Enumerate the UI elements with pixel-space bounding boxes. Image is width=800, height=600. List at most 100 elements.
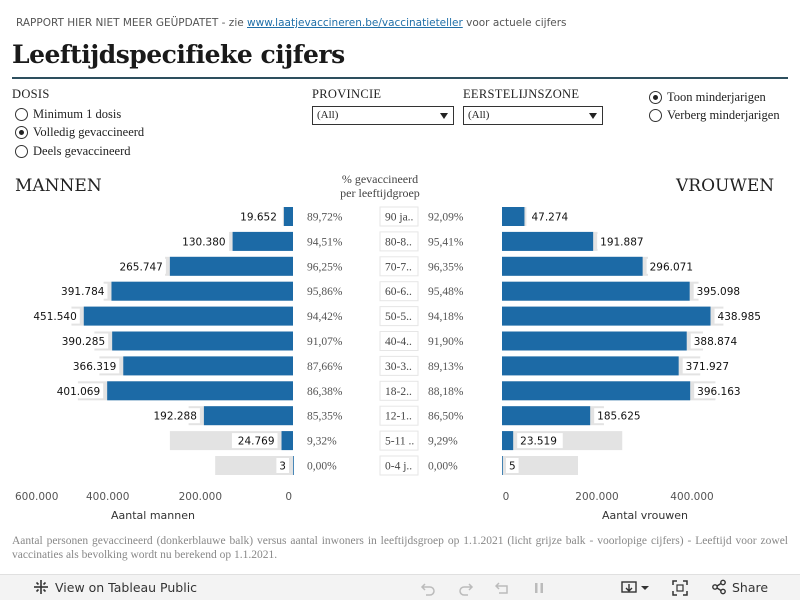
female-pct-label: 88,18% xyxy=(428,386,464,398)
minderjarigen-option-label: Toon minderjarigen xyxy=(667,90,766,104)
female-value-label: 395.098 xyxy=(697,286,740,298)
male-value-label: 3 xyxy=(279,461,286,473)
female-vaccinated-bar xyxy=(502,431,514,451)
age-group-cell xyxy=(379,455,419,476)
report-notice-prefix: RAPPORT HIER NIET MEER GEÜPDATET - zie xyxy=(16,17,248,29)
female-vaccinated-bar xyxy=(502,256,643,276)
female-value-label-bg xyxy=(646,258,699,274)
report-notice-suffix: voor actuele cijfers xyxy=(462,17,567,29)
male-vaccinated-bar xyxy=(203,406,293,426)
age-group-label: 50-5.. xyxy=(385,311,412,323)
age-group-label: 0-4 j.. xyxy=(385,461,412,473)
male-pct-label: 87,66% xyxy=(307,361,343,373)
female-value-label: 47.274 xyxy=(531,212,568,224)
male-vaccinated-bar xyxy=(169,256,293,276)
share-icon xyxy=(712,579,726,595)
female-axis-tick-label: 0 xyxy=(503,491,510,503)
male-pct-label: 89,72% xyxy=(307,212,343,224)
dosis-filter-label: DOSIS xyxy=(12,87,50,101)
minderjarigen-option-toon[interactable]: Toon minderjarigen xyxy=(649,90,766,105)
age-group-label: 18-2.. xyxy=(385,386,412,398)
eerstelijnszone-filter-label: EERSTELIJNSZONE xyxy=(463,87,580,101)
dosis-option-volledig[interactable]: Volledig gevaccineerd xyxy=(15,125,144,140)
male-pct-label: 86,38% xyxy=(307,386,343,398)
age-group-cell xyxy=(379,430,419,451)
male-value-label-bg xyxy=(27,308,80,324)
dosis-option-label: Minimum 1 dosis xyxy=(33,107,122,121)
dosis-option-label: Deels gevaccineerd xyxy=(33,144,131,158)
male-pct-label: 94,42% xyxy=(307,311,343,323)
female-pct-label: 96,35% xyxy=(428,261,464,273)
male-pct-label: 85,35% xyxy=(307,411,343,423)
download-icon[interactable] xyxy=(621,580,651,596)
female-value-label: 185.625 xyxy=(597,411,640,423)
age-group-cell xyxy=(379,331,419,351)
female-value-label: 371.927 xyxy=(686,361,729,373)
age-group-label: 30-3.. xyxy=(385,361,412,373)
chart-footnote: Aantal personen gevaccineerd (donkerblau… xyxy=(12,535,788,561)
tableau-logo-icon xyxy=(34,580,48,594)
male-value-label-bg xyxy=(231,433,278,449)
female-value-label-bg xyxy=(693,283,746,299)
female-axis-tick-label: 200.000 xyxy=(575,491,618,503)
undo-icon[interactable] xyxy=(420,580,436,596)
male-pct-label: 9,32% xyxy=(307,436,337,448)
female-vaccinated-bar xyxy=(502,381,691,401)
redo-icon[interactable] xyxy=(458,580,474,596)
dosis-option-deels[interactable]: Deels gevaccineerd xyxy=(15,144,131,159)
male-value-label: 390.285 xyxy=(62,336,105,348)
male-pct-label: 96,25% xyxy=(307,261,343,273)
female-value-label: 388.874 xyxy=(694,336,738,348)
female-pct-label: 89,13% xyxy=(428,361,464,373)
view-on-tableau-label: View on Tableau Public xyxy=(55,580,198,595)
female-pct-label: 92,09% xyxy=(428,212,464,224)
eerstelijnszone-value: (All) xyxy=(468,109,490,121)
title-divider xyxy=(12,77,788,79)
view-on-tableau-button[interactable]: View on Tableau Public xyxy=(33,579,197,595)
female-value-label: 396.163 xyxy=(697,386,740,398)
vaccinatieteller-link[interactable]: www.laatjevaccineren.be/vaccinatieteller xyxy=(247,17,463,29)
pause-icon[interactable] xyxy=(531,580,547,596)
male-pct-label: 91,07% xyxy=(307,336,343,348)
chevron-down-icon xyxy=(589,113,597,119)
female-value-label: 296.071 xyxy=(650,261,693,273)
female-vaccinated-bar xyxy=(502,207,525,226)
female-pct-label: 9,29% xyxy=(428,436,458,448)
vrouwen-title: VROUWEN xyxy=(676,176,775,196)
female-population-bar xyxy=(502,456,578,475)
male-value-label: 19.652 xyxy=(240,212,277,224)
male-value-label: 401.069 xyxy=(57,386,100,398)
male-value-label: 265.747 xyxy=(119,261,162,273)
provincie-filter-label: PROVINCIE xyxy=(312,87,382,101)
radio-icon xyxy=(649,109,662,122)
female-value-label-bg xyxy=(528,209,575,224)
female-value-label: 438.985 xyxy=(718,311,761,323)
female-vaccinated-bar xyxy=(502,231,594,251)
female-value-label-bg xyxy=(690,333,743,349)
female-vaccinated-bar xyxy=(502,356,679,376)
male-value-label: 451.540 xyxy=(33,311,76,323)
center-column-title: % gevaccineerd per leeftijdgroep xyxy=(300,172,460,200)
eerstelijnszone-dropdown[interactable]: (All) xyxy=(463,106,603,125)
male-population-bar xyxy=(215,456,293,475)
age-group-cell xyxy=(379,206,419,227)
female-value-label-bg xyxy=(682,358,735,374)
fullscreen-icon[interactable] xyxy=(672,580,688,596)
age-group-label: 80-8.. xyxy=(385,236,412,248)
radio-selected-icon xyxy=(15,126,28,139)
provincie-dropdown[interactable]: (All) xyxy=(312,106,454,125)
female-value-label-bg xyxy=(506,458,519,473)
female-value-label: 5 xyxy=(509,461,516,473)
male-value-label-bg xyxy=(147,408,200,424)
revert-icon[interactable] xyxy=(495,580,511,596)
share-button[interactable]: Share xyxy=(711,579,768,595)
minderjarigen-option-verberg[interactable]: Verberg minderjarigen xyxy=(649,108,780,123)
female-vaccinated-bar xyxy=(502,406,591,426)
female-value-label-bg xyxy=(694,383,747,399)
female-value-label-bg xyxy=(714,308,767,324)
dosis-option-minimum[interactable]: Minimum 1 dosis xyxy=(15,107,121,122)
male-vaccinated-bar xyxy=(292,456,294,475)
female-axis-title: Aantal vrouwen xyxy=(602,509,688,522)
report-notice: RAPPORT HIER NIET MEER GEÜPDATET - zie w… xyxy=(16,17,567,29)
radio-icon xyxy=(15,108,28,121)
